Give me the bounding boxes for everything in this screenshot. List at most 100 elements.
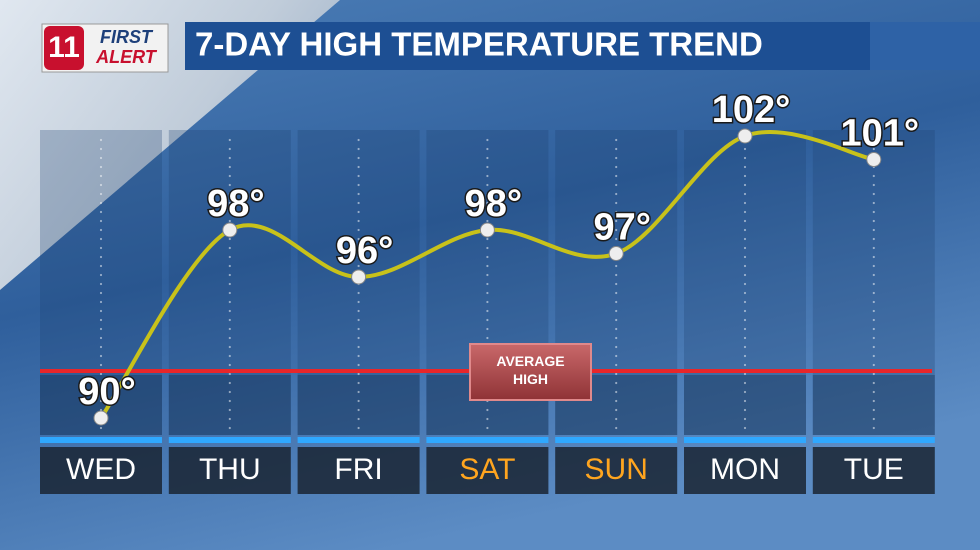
dot-guide	[743, 417, 747, 421]
dot-guide	[228, 399, 231, 403]
dot-guide	[357, 399, 360, 403]
data-point	[866, 152, 882, 167]
dot-guide	[99, 156, 103, 160]
dot-guide	[228, 264, 231, 268]
dot-guide	[99, 372, 103, 376]
dot-guide	[872, 381, 875, 385]
dot-guide	[99, 174, 103, 178]
dot-guide	[228, 210, 231, 214]
dot-guide	[228, 156, 231, 160]
dot-guide	[743, 264, 747, 268]
dot-guide	[615, 201, 618, 205]
dot-guide	[357, 210, 360, 214]
dot-guide	[486, 237, 489, 241]
dot-guide	[743, 399, 747, 403]
dot-guide	[357, 255, 360, 259]
dot-guide	[357, 372, 360, 376]
dot-guide	[99, 381, 103, 385]
dot-guide	[615, 228, 618, 232]
dot-guide	[486, 165, 489, 169]
dot-guide	[872, 291, 875, 295]
data-label: 101°	[840, 113, 919, 155]
chart-title: 7-DAY HIGH TEMPERATURE TREND	[195, 26, 763, 63]
dot-guide	[872, 336, 875, 340]
dot-guide	[743, 372, 747, 376]
reference-box	[469, 343, 592, 401]
dot-guide	[743, 354, 747, 358]
dot-guide	[357, 390, 360, 394]
dot-guide	[99, 165, 103, 169]
data-label: 102°	[712, 89, 791, 131]
dot-guide	[615, 174, 618, 178]
dot-guide	[615, 138, 618, 142]
dot-guide	[872, 390, 875, 394]
dot-guide	[872, 147, 875, 151]
day-column-lower	[812, 375, 935, 435]
logo-badge	[44, 26, 84, 70]
day-bar	[555, 437, 678, 443]
dot-guide	[357, 291, 360, 295]
day-bar	[168, 437, 291, 443]
dot-guide	[99, 345, 103, 349]
dot-guide	[615, 282, 618, 286]
day-bar	[812, 437, 935, 443]
dot-guide	[486, 336, 489, 340]
dot-guide	[872, 426, 875, 430]
data-point	[93, 410, 109, 426]
dot-guide	[486, 417, 489, 421]
dot-guide	[872, 372, 875, 376]
dot-guide	[486, 183, 489, 187]
dot-guide	[228, 381, 231, 385]
dot-guide	[615, 408, 618, 412]
dot-guide	[99, 327, 103, 331]
dot-guide	[872, 264, 875, 268]
dot-guide	[99, 192, 103, 196]
dot-guide	[357, 192, 360, 196]
dot-guide	[615, 426, 618, 430]
dot-guide	[486, 408, 489, 412]
dot-guide	[357, 318, 360, 322]
dot-guide	[99, 336, 103, 340]
dot-guide	[743, 363, 747, 367]
dot-guide	[99, 282, 103, 286]
dot-guide	[99, 201, 103, 205]
reference-label-wrap: AVERAGE HIGH	[496, 353, 564, 387]
dot-guide	[743, 282, 747, 286]
day-label-box	[426, 447, 549, 494]
dot-guide	[357, 417, 360, 421]
dot-guide	[872, 228, 875, 232]
dot-guide	[486, 138, 489, 142]
dot-guide	[743, 291, 747, 295]
dot-guide	[743, 147, 747, 151]
day-bar	[40, 437, 162, 443]
logo-channel: 11	[48, 31, 80, 64]
dot-guide	[615, 156, 618, 160]
dot-guide	[99, 255, 103, 259]
dot-guide	[743, 219, 747, 223]
day-bar	[426, 437, 549, 443]
dot-guide	[228, 183, 231, 187]
dot-guide	[99, 273, 103, 277]
dot-guide	[357, 219, 360, 223]
dot-guide	[615, 372, 618, 376]
dot-guide	[615, 264, 618, 268]
dot-guide	[99, 309, 103, 313]
dot-guide	[99, 237, 103, 241]
dot-guide	[486, 219, 489, 223]
dot-guide	[99, 138, 103, 142]
dot-guide	[615, 219, 618, 223]
title-bar	[185, 22, 980, 70]
dot-guide	[228, 390, 231, 394]
dot-guide	[357, 327, 360, 331]
dot-guide	[228, 408, 231, 412]
day-column	[812, 130, 935, 435]
dot-guide	[228, 237, 231, 241]
dot-guide	[228, 300, 231, 304]
dot-guide	[615, 147, 618, 151]
dot-guide	[228, 426, 231, 430]
data-label: 98°	[465, 183, 522, 225]
dot-guide	[357, 174, 360, 178]
dot-guide	[743, 201, 747, 205]
dot-guide	[872, 237, 875, 241]
x-tick-label: SAT	[459, 453, 515, 486]
